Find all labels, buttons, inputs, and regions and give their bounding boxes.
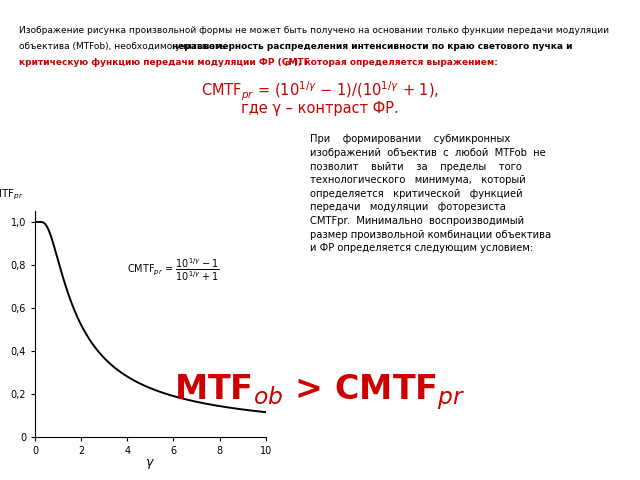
Text: CMTF$_{pr}$: CMTF$_{pr}$ [0, 188, 23, 202]
Text: MTF$_{ob}$ > CMTF$_{pr}$: MTF$_{ob}$ > CMTF$_{pr}$ [174, 372, 466, 412]
Text: При    формировании    субмикронных
изображений  объектив  с  любой  MTFob  не
п: При формировании субмикронных изображени… [310, 134, 552, 253]
Text: ), которая определяется выражением:: ), которая определяется выражением: [294, 58, 498, 67]
Text: неравномерность распределения интенсивности по краю светового пучка и: неравномерность распределения интенсивно… [172, 42, 572, 51]
X-axis label: $\gamma$: $\gamma$ [145, 457, 156, 471]
Text: Изображение рисунка произвольной формы не может быть получено на основании тольк: Изображение рисунка произвольной формы н… [19, 26, 609, 36]
Text: pr: pr [284, 60, 292, 65]
Text: объектива (MTFob), необходимо учитывать: объектива (MTFob), необходимо учитывать [19, 42, 229, 51]
Text: где γ – контраст ФР.: где γ – контраст ФР. [241, 101, 399, 116]
Text: CMTF$_{pr}$ = $\dfrac{10^{1/\gamma}-1}{10^{1/\gamma}+1}$: CMTF$_{pr}$ = $\dfrac{10^{1/\gamma}-1}{1… [127, 256, 220, 283]
Text: CMTF$_{pr}$ = (10$^{1/\gamma}$ − 1)/(10$^{1/\gamma}$ + 1),: CMTF$_{pr}$ = (10$^{1/\gamma}$ − 1)/(10$… [201, 79, 439, 103]
Text: критическую функцию передачи модуляции ФР (CMTF: критическую функцию передачи модуляции Ф… [19, 58, 310, 67]
